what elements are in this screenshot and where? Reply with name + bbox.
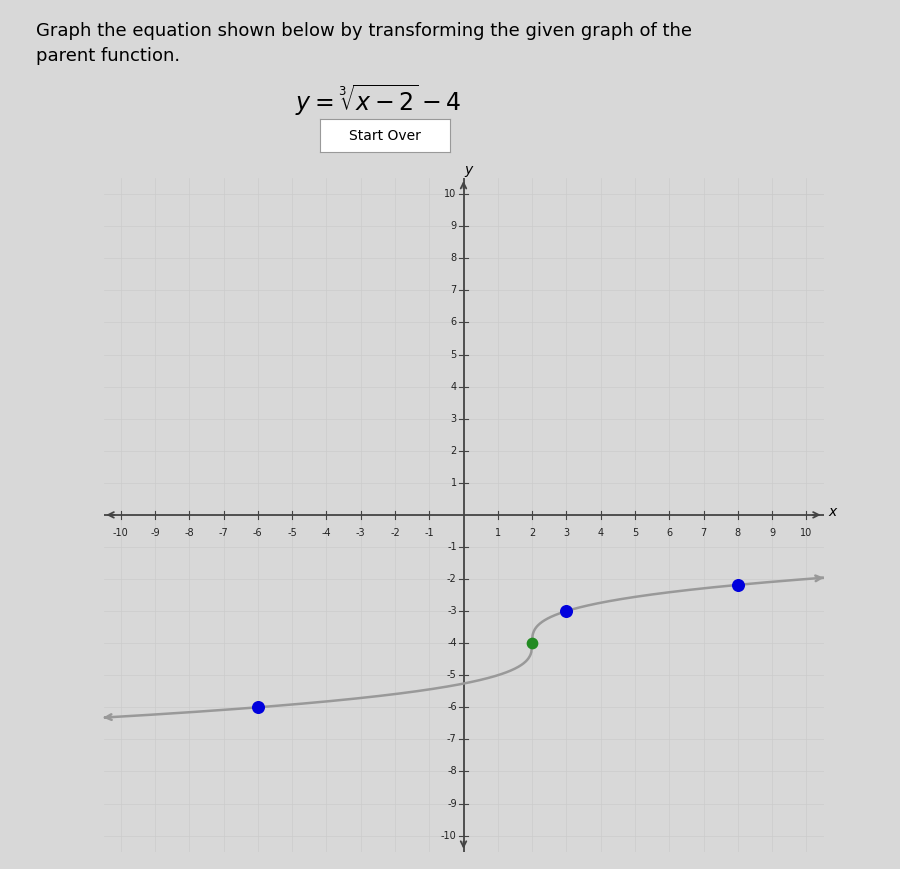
- Text: -4: -4: [321, 527, 331, 538]
- Text: 3: 3: [563, 527, 570, 538]
- Text: 9: 9: [769, 527, 775, 538]
- Text: 7: 7: [450, 285, 456, 295]
- Text: 3: 3: [451, 414, 456, 424]
- Text: -7: -7: [447, 734, 456, 745]
- Text: -7: -7: [219, 527, 229, 538]
- Text: Graph the equation shown below by transforming the given graph of the
parent fun: Graph the equation shown below by transf…: [36, 22, 692, 64]
- Text: -8: -8: [447, 766, 456, 776]
- Point: [525, 636, 539, 650]
- Text: 4: 4: [451, 381, 456, 392]
- Text: -1: -1: [425, 527, 434, 538]
- Text: 9: 9: [451, 222, 456, 231]
- Text: -10: -10: [441, 831, 456, 840]
- Text: 8: 8: [734, 527, 741, 538]
- Text: -2: -2: [390, 527, 400, 538]
- Text: -6: -6: [253, 527, 263, 538]
- Text: y: y: [464, 163, 473, 176]
- Text: -3: -3: [447, 606, 456, 616]
- Text: -9: -9: [447, 799, 456, 808]
- Point: [559, 604, 573, 618]
- Text: 1: 1: [451, 478, 456, 488]
- Text: -6: -6: [447, 702, 456, 713]
- Text: 1: 1: [495, 527, 500, 538]
- Text: 10: 10: [800, 527, 813, 538]
- Text: -5: -5: [447, 670, 456, 680]
- Text: -4: -4: [447, 638, 456, 648]
- Text: -8: -8: [184, 527, 194, 538]
- Text: 10: 10: [445, 189, 456, 199]
- Text: -10: -10: [112, 527, 129, 538]
- Text: -1: -1: [447, 542, 456, 552]
- Text: -2: -2: [447, 574, 456, 584]
- Text: 5: 5: [632, 527, 638, 538]
- Text: 7: 7: [700, 527, 706, 538]
- Text: 8: 8: [451, 254, 456, 263]
- Text: 5: 5: [450, 349, 456, 360]
- Text: x: x: [829, 505, 837, 519]
- Text: 6: 6: [666, 527, 672, 538]
- Text: 6: 6: [451, 317, 456, 328]
- Text: 2: 2: [450, 446, 456, 455]
- Text: -3: -3: [356, 527, 365, 538]
- Text: $y = \sqrt[3]{x - 2} - 4$: $y = \sqrt[3]{x - 2} - 4$: [295, 83, 461, 117]
- Text: 2: 2: [529, 527, 535, 538]
- Text: Start Over: Start Over: [349, 129, 420, 143]
- Point: [731, 578, 745, 592]
- Text: -5: -5: [287, 527, 297, 538]
- Text: 4: 4: [598, 527, 604, 538]
- Text: -9: -9: [150, 527, 159, 538]
- Point: [250, 700, 265, 714]
